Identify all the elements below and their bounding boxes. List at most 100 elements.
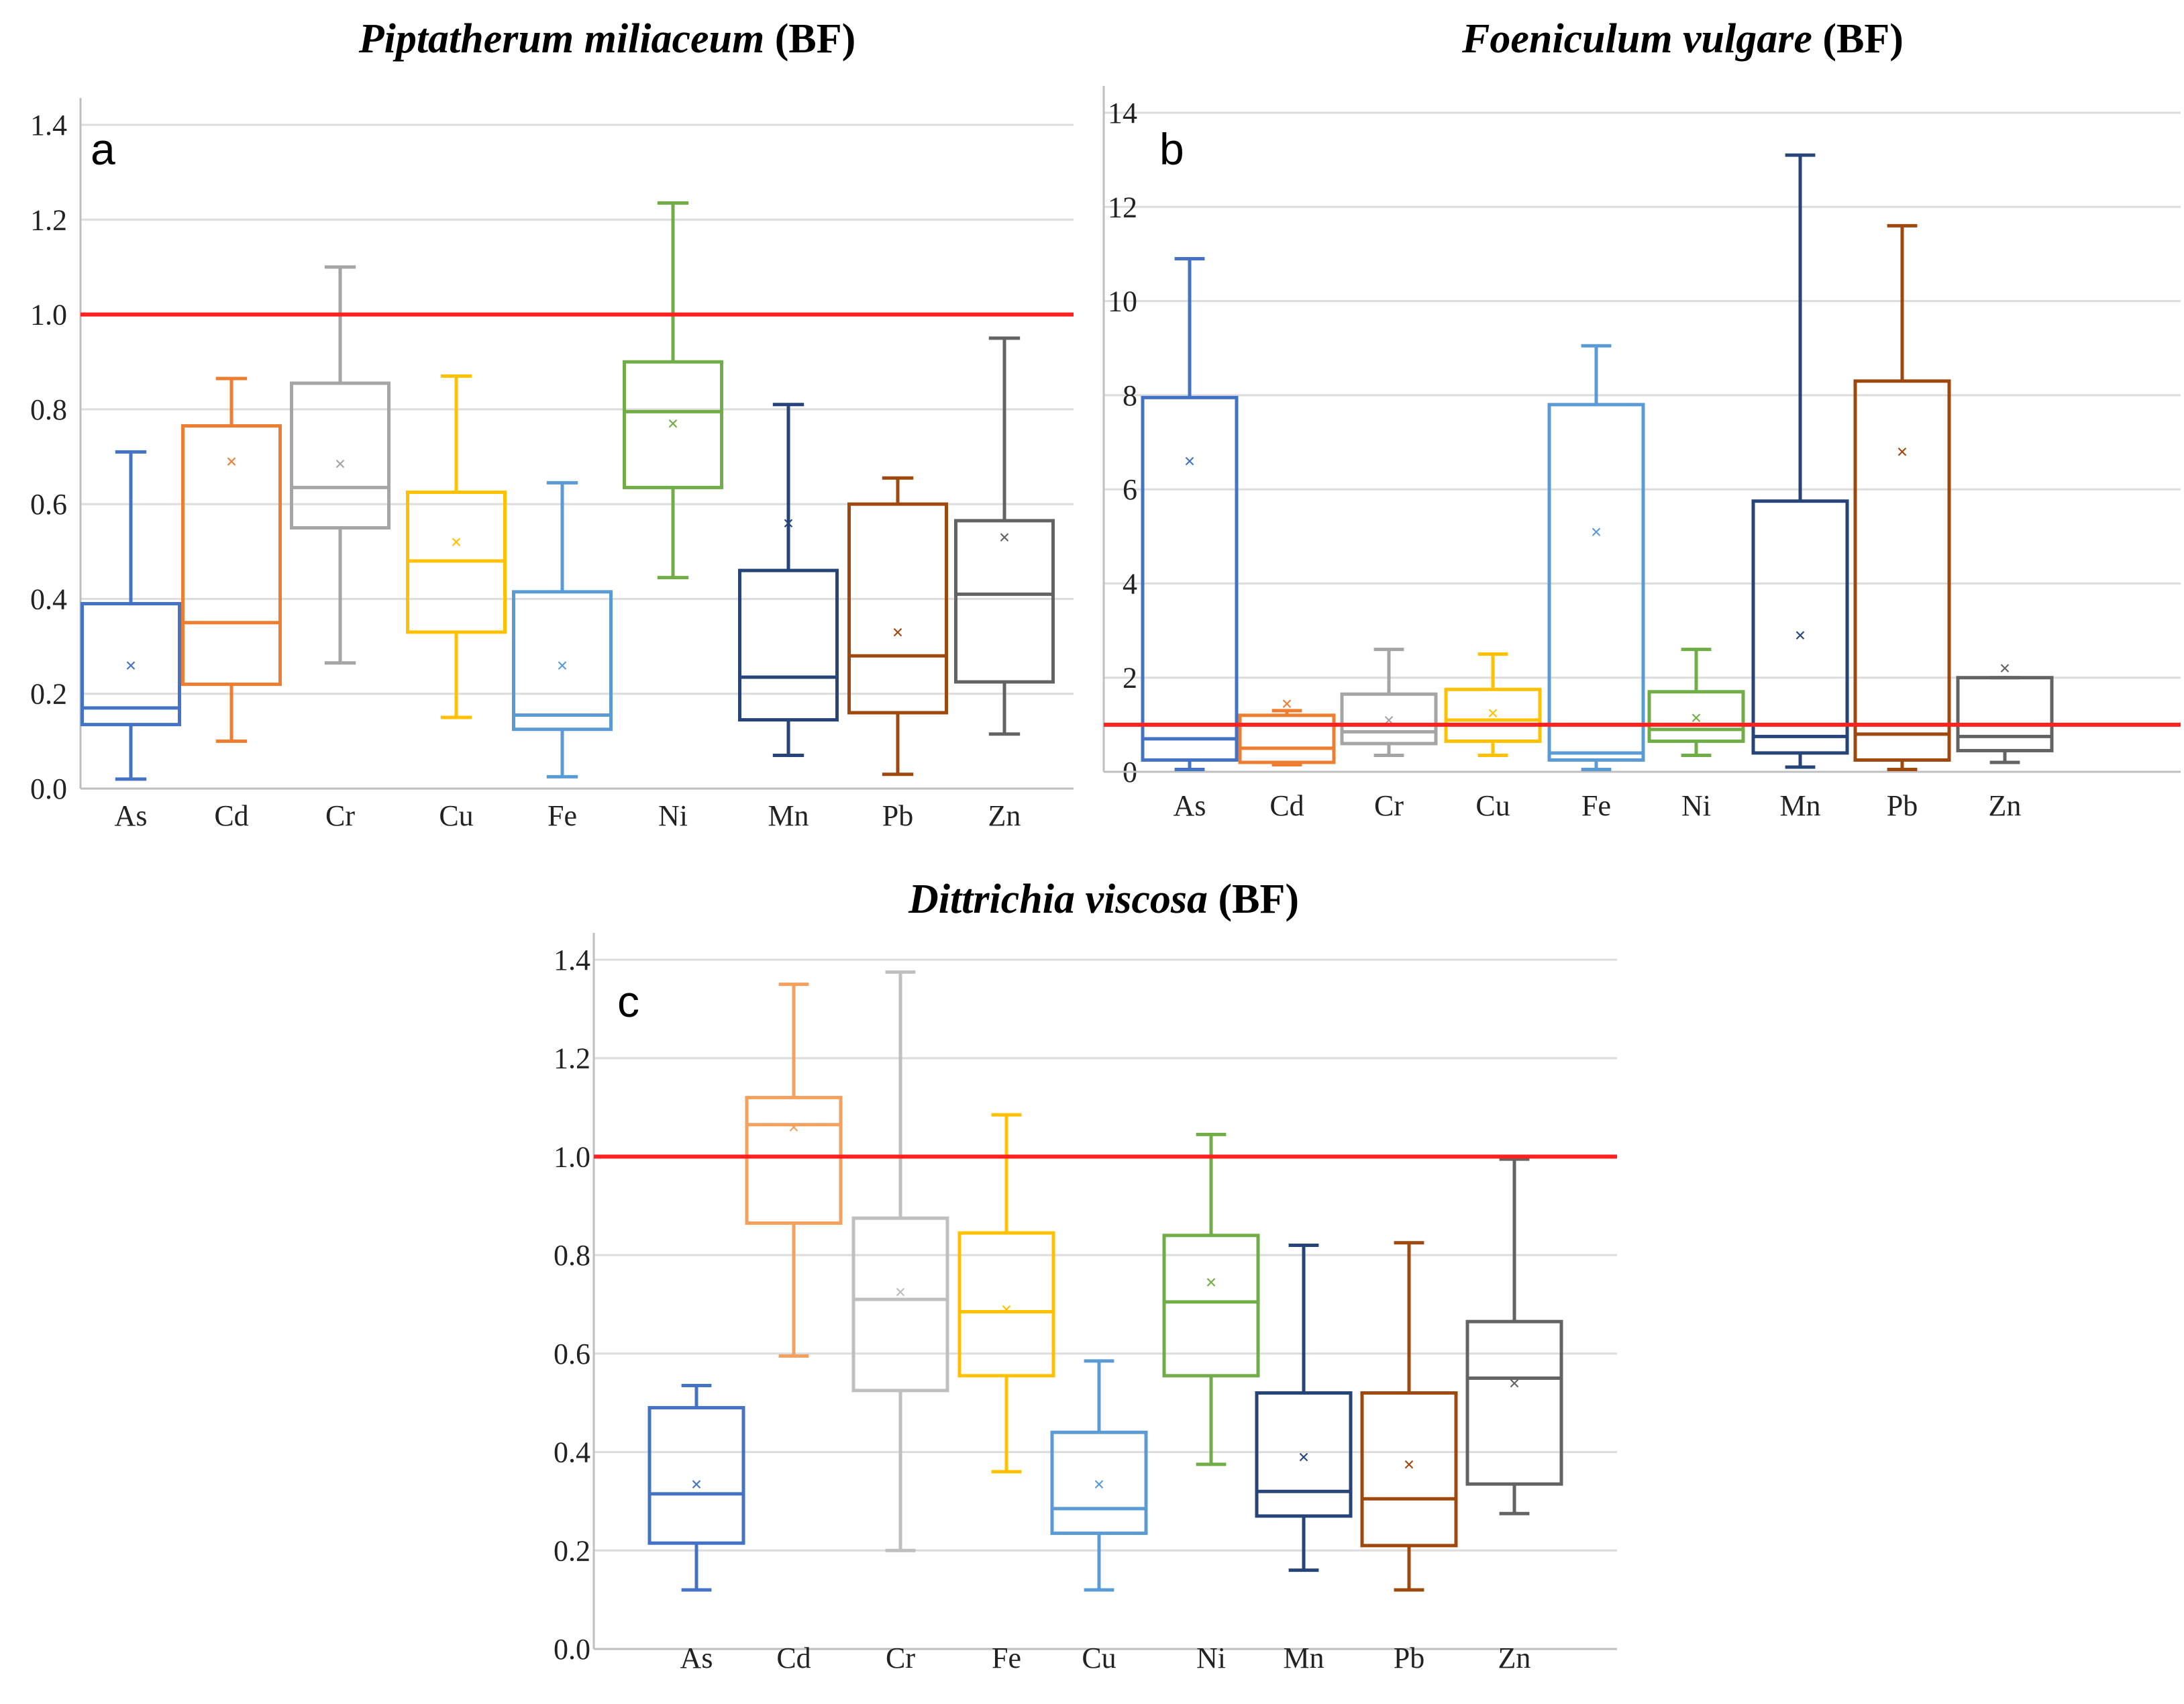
panel-a-plot-area: 0.0 0.2 0.4 0.6 0.8 1.0 1.2 1.4 × As × Cd × Cr × Cu × Fe ×… [30, 98, 1074, 832]
panel-b-ytick-label: 10 [1108, 285, 1137, 318]
mean-marker: × [556, 654, 568, 676]
box-iqr [647, 1406, 745, 1545]
panel-c-box-ni: × [1162, 1132, 1260, 1466]
panel-c-xtick-label: Fe [992, 1642, 1021, 1674]
panel-c: Dittrichia viscosa (BF) c 0.00.20.40.60.… [554, 876, 1617, 1674]
box-iqr [290, 381, 391, 530]
panel-b-title: Foeniculum vulgare (BF) [1461, 16, 1904, 62]
mean-marker: × [334, 453, 346, 475]
mean-marker: × [1896, 441, 1908, 463]
panel-b-xtick-label: Cu [1475, 789, 1510, 822]
panel-c-letter: c [617, 976, 639, 1026]
box-iqr [623, 360, 723, 489]
box-iqr [1162, 1234, 1260, 1378]
panel-b-box-as: × [1141, 256, 1239, 771]
panel-c-box-mn: × [1255, 1243, 1353, 1572]
panel-b-box-ni: × [1647, 648, 1745, 757]
panel-a-title-suffix: (BF) [775, 16, 856, 62]
panel-c-xtick-label: Cu [1082, 1642, 1116, 1674]
panel-b-ytick-label: 2 [1123, 662, 1137, 695]
box-iqr [1141, 395, 1239, 762]
panel-b-box-cu: × [1444, 652, 1542, 757]
panel-c-ytick-label: 0.2 [554, 1534, 590, 1567]
box-iqr [1255, 1391, 1353, 1518]
mean-marker: × [667, 413, 678, 435]
box-iqr [954, 519, 1055, 684]
panel-a-box-pb: × [847, 476, 948, 776]
panel-a: Piptatherum miliaceum (BF) a 0.00.20.40.… [30, 16, 1074, 832]
mean-marker: × [225, 451, 237, 473]
panel-a-ytick-label: 0.4 [30, 583, 67, 615]
panel-c-xtick-label: As [680, 1642, 713, 1674]
box-iqr [81, 601, 181, 727]
panel-a-box-fe: × [512, 481, 613, 779]
panel-b-ytick-label: 8 [1123, 379, 1137, 412]
panel-a-xtick-label: Mn [768, 799, 809, 832]
box-iqr [851, 1216, 949, 1393]
panel-b-box-pb: × [1853, 223, 1951, 771]
panel-a-xtick-label: Fe [548, 799, 577, 832]
box-iqr [1547, 403, 1645, 762]
panel-b-box-cd: × [1238, 693, 1336, 766]
panel-c-plot-area: 0.0 0.2 0.4 0.6 0.8 1.0 1.2 1.4 × As × Cd × Cr × Fe × Cu ×… [554, 933, 1617, 1674]
panel-b-ytick-label: 14 [1108, 97, 1137, 130]
box-iqr [1751, 499, 1849, 755]
mean-marker: × [1383, 709, 1394, 732]
panel-c-title: Dittrichia viscosa (BF) [908, 876, 1299, 922]
mean-marker: × [1508, 1372, 1520, 1395]
panel-a-ytick-label: 0.2 [30, 678, 67, 711]
panel-b-letter: b [1159, 124, 1184, 174]
panel-a-xtick-label: Ni [658, 799, 688, 832]
mean-marker: × [998, 527, 1010, 549]
mean-marker: × [1000, 1299, 1012, 1321]
box-iqr [1647, 690, 1745, 743]
panel-a-ytick-label: 0.6 [30, 488, 67, 521]
panel-c-ytick-label: 0.4 [554, 1436, 590, 1469]
box-iqr [1853, 379, 1951, 762]
panel-c-box-cr: × [851, 970, 949, 1552]
panel-b: Foeniculum vulgare (BF) b 02468101214×As… [1102, 16, 2181, 822]
panel-c-xtick-label: Cr [886, 1642, 915, 1674]
panel-a-box-cr: × [290, 265, 391, 665]
mean-marker: × [782, 512, 794, 534]
mean-marker: × [450, 532, 462, 554]
panel-c-xtick-label: Ni [1196, 1642, 1226, 1674]
panel-a-title: Piptatherum miliaceum (BF) [358, 16, 856, 62]
panel-b-title-suffix: (BF) [1822, 16, 1904, 62]
panel-c-ytick-label: 0.0 [554, 1633, 590, 1666]
panel-b-ytick-label: 12 [1108, 191, 1137, 223]
panel-a-title-species: Piptatherum miliaceum [358, 16, 765, 62]
mean-marker: × [1487, 702, 1498, 724]
mean-marker: × [788, 1116, 799, 1138]
panel-c-xtick-label: Cd [776, 1642, 811, 1674]
mean-marker: × [892, 621, 903, 644]
panel-c-xtick-label: Pb [1394, 1642, 1424, 1674]
panel-a-xtick-label: As [115, 799, 148, 832]
panel-b-xtick-label: Ni [1681, 789, 1711, 822]
panel-b-xtick-label: Fe [1581, 789, 1611, 822]
panel-a-box-mn: × [738, 403, 839, 758]
panel-b-box-fe: × [1547, 344, 1645, 771]
panel-a-box-ni: × [623, 201, 723, 580]
panel-c-box-zn: × [1465, 1157, 1563, 1515]
panel-c-ytick-label: 1.4 [554, 944, 590, 976]
panel-a-xtick-label: Zn [988, 799, 1021, 832]
panel-c-box-cu: × [1050, 1359, 1148, 1592]
box-iqr [738, 568, 839, 722]
panel-c-title-species: Dittrichia viscosa [908, 876, 1208, 922]
panel-a-xtick-label: Cu [439, 799, 473, 832]
panel-b-box-cr: × [1340, 648, 1438, 757]
panel-c-xtick-label: Zn [1498, 1642, 1531, 1674]
panel-a-xtick-label: Pb [882, 799, 913, 832]
box-iqr [957, 1231, 1055, 1378]
panel-b-xtick-label: Pb [1887, 789, 1918, 822]
mean-marker: × [1999, 658, 2010, 680]
panel-a-box-cd: × [181, 377, 282, 743]
panel-a-ytick-label: 0.8 [30, 393, 67, 426]
panel-a-box-as: × [81, 450, 181, 781]
panel-a-ytick-label: 0.0 [30, 772, 67, 805]
mean-marker: × [690, 1473, 702, 1495]
panel-c-ytick-label: 0.8 [554, 1239, 590, 1272]
panel-c-box-fe: × [957, 1113, 1055, 1474]
panel-b-xtick-label: Zn [1989, 789, 2022, 822]
